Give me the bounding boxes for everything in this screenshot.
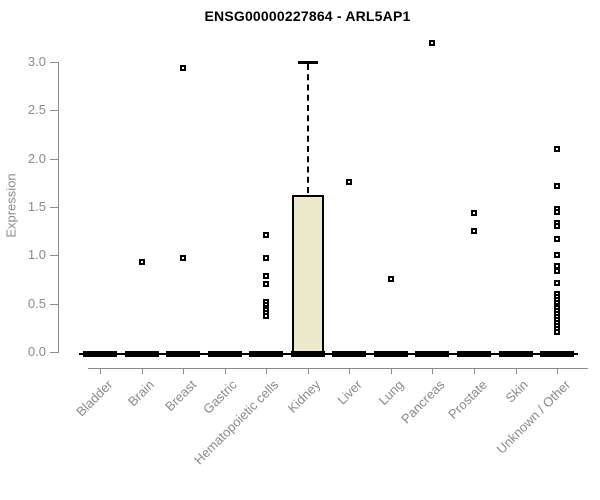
zero-box-bar [540,351,575,357]
outlier-point [554,208,561,215]
y-tick-label: 1.0 [27,247,46,263]
x-axis-line [88,368,588,369]
x-tick [266,368,268,374]
zero-box-bar [124,351,159,357]
y-tick-label: 0.5 [27,295,46,311]
outlier-point [554,235,561,242]
x-tick [224,368,226,374]
zero-box-bar [83,351,117,357]
outlier-point [554,280,561,287]
outlier-point [554,182,561,189]
zero-box-bar [373,351,408,357]
outlier-point [470,209,477,216]
y-tick [50,61,58,63]
zero-box-bar [166,351,201,357]
y-tick-label: 0.0 [27,344,46,359]
outlier-point [263,232,270,239]
outlier-point [263,313,270,320]
y-tick [50,206,58,208]
x-tick-label-text: Kidney [284,377,324,416]
x-tick [100,368,101,374]
y-tick [50,110,58,112]
outlier-point [138,259,145,266]
x-tick [307,368,309,374]
zero-box-bar [249,351,284,357]
outlier-point [429,39,436,46]
outlier-point [554,145,561,152]
x-tick-label-text: Unknown / Other [493,377,573,457]
whisker-line [306,63,309,194]
outlier-point [180,64,187,71]
y-tick-label: 3.0 [27,53,46,69]
x-tick-label-text: Lung [375,377,407,409]
y-tick [50,158,58,160]
x-tick [141,368,143,374]
x-tick-label-text: Breast [161,377,199,415]
y-tick-label: 1.5 [27,198,46,214]
x-tick-label-text: Skin [502,377,532,406]
outlier-point [346,178,353,185]
zero-box-bar [332,351,367,357]
x-tick-label-text: Gastric [200,377,241,417]
zero-box-bar [415,351,450,357]
x-tick-label-text: Pancreas [398,377,448,427]
zero-box-bar [290,351,325,357]
boxplot-box [291,195,324,353]
outlier-point [554,267,561,274]
outlier-point [263,255,270,262]
y-axis-line [58,61,59,353]
y-tick-label: 2.0 [27,150,46,166]
x-tick-label-text: Brain [125,377,158,410]
x-tick [349,368,351,374]
y-tick [50,303,58,305]
outlier-point [387,275,394,282]
zero-box-bar [498,351,533,357]
outlier-point [263,281,270,288]
x-tick [183,368,185,374]
y-tick-label: 2.5 [27,102,46,118]
zero-box-bar [456,351,491,357]
x-tick [432,368,434,374]
x-tick [473,368,475,374]
outlier-point [554,223,561,230]
chart-title: ENSG00000227864 - ARL5AP1 [204,8,411,24]
outlier-point [554,252,561,259]
x-tick [515,368,517,374]
outlier-point [554,328,561,335]
whisker-cap [297,60,318,64]
x-tick [557,368,559,374]
x-tick [390,368,392,374]
x-tick-label-text: Liver [334,377,365,408]
x-tick-label-text: Prostate [444,377,490,422]
outlier-point [180,255,187,262]
zero-box-bar [207,351,242,357]
y-tick [50,255,58,257]
y-tick [50,352,58,353]
outlier-point [470,228,477,235]
x-tick-label-text: Bladder [73,377,116,420]
outlier-point [263,272,270,279]
